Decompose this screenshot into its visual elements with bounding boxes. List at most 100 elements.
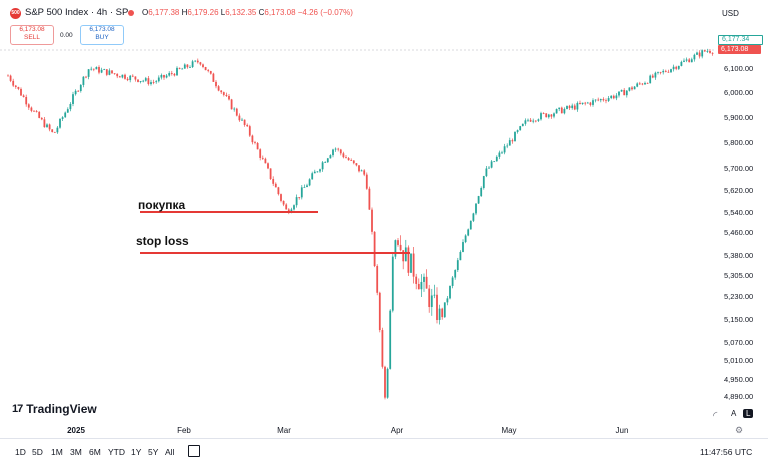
legend-bar: 500 S&P 500 Index · 4h · SP O6,177.38 H6…	[0, 0, 768, 24]
candle-body	[277, 187, 280, 195]
price-axis-label: 5,380.00	[724, 251, 753, 260]
candle-body	[703, 50, 706, 52]
time-axis-label: Jun	[616, 426, 629, 435]
candle-body	[14, 85, 17, 87]
candle-body	[420, 281, 423, 290]
calendar-icon[interactable]	[188, 445, 200, 457]
candle-body	[524, 120, 527, 124]
candle-body	[165, 75, 168, 78]
candle-body	[620, 89, 623, 92]
price-axis-label: 5,460.00	[724, 228, 753, 237]
candle-body	[43, 119, 46, 128]
candle-body	[124, 74, 126, 79]
candle-group	[7, 48, 714, 400]
price-axis-label: 5,305.00	[724, 271, 753, 280]
candle-body	[441, 308, 444, 318]
range-1m-button[interactable]: 1M	[51, 447, 63, 457]
candle-body	[321, 162, 324, 170]
candle-body	[399, 244, 402, 251]
range-all-button[interactable]: All	[165, 447, 175, 457]
clock-time[interactable]: 11:47:56 UTC	[700, 447, 753, 457]
candle-body	[108, 70, 111, 75]
range-5y-button[interactable]: 5Y	[148, 447, 159, 457]
settings-gear-icon[interactable]: ⚙	[735, 425, 744, 435]
range-6m-button[interactable]: 6M	[89, 447, 101, 457]
candle-body	[430, 295, 433, 307]
price-axis-label: 6,100.00	[724, 64, 753, 73]
candle-body	[319, 169, 321, 172]
scale-toggle-icon[interactable]: ◜	[713, 410, 718, 422]
candle-body	[181, 68, 184, 70]
range-5d-button[interactable]: 5D	[32, 447, 43, 457]
candle-body	[612, 95, 615, 99]
price-axis-label: 5,900.00	[724, 113, 753, 122]
buy-button[interactable]: 6,173.08 BUY	[80, 25, 124, 45]
candle-body	[589, 102, 592, 105]
candle-body	[355, 163, 358, 166]
price-axis-label: 5,150.00	[724, 315, 753, 324]
candle-body	[121, 74, 124, 78]
candle-body	[25, 97, 28, 105]
candle-body	[163, 74, 165, 78]
candle-body	[646, 82, 649, 84]
candle-body	[391, 256, 394, 311]
candle-body	[553, 113, 555, 117]
candle-body	[204, 66, 207, 71]
candle-body	[46, 124, 48, 128]
candle-body	[586, 102, 589, 104]
candle-body	[670, 69, 672, 73]
candle-body	[633, 86, 636, 90]
candle-body	[436, 294, 438, 320]
candle-body	[573, 105, 576, 110]
price-axis-label: 4,950.00	[724, 375, 753, 384]
auto-scale-button[interactable]: A	[731, 409, 737, 418]
candle-body	[189, 67, 191, 68]
range-3m-button[interactable]: 3M	[70, 447, 82, 457]
candle-body	[126, 78, 129, 81]
candle-body	[131, 75, 134, 77]
candle-body	[95, 67, 98, 70]
candle-body	[72, 94, 74, 104]
candle-body	[300, 187, 303, 198]
candle-body	[150, 82, 152, 85]
candle-body	[514, 131, 516, 142]
candle-body	[222, 92, 225, 95]
candle-body	[155, 81, 158, 83]
time-axis: 2025 Feb Mar Apr May Jun	[67, 426, 628, 435]
candle-body	[111, 70, 113, 74]
candle-body	[326, 158, 329, 163]
candle-body	[217, 86, 220, 91]
candle-body	[657, 71, 659, 73]
candle-body	[706, 50, 709, 52]
candle-body	[690, 59, 693, 63]
candle-body	[550, 114, 553, 117]
candle-body	[662, 70, 665, 73]
range-ytd-button[interactable]: YTD	[108, 447, 125, 457]
candle-body	[384, 366, 386, 398]
candle-body	[677, 65, 680, 69]
candle-body	[581, 102, 584, 104]
spread-value: 0.00	[60, 32, 73, 39]
candle-body	[511, 140, 514, 142]
candle-body	[269, 168, 272, 179]
candle-body	[254, 142, 256, 143]
currency-selector[interactable]: USD	[722, 9, 739, 18]
candle-body	[82, 76, 85, 85]
range-1y-button[interactable]: 1Y	[131, 447, 142, 457]
candle-body	[495, 156, 498, 162]
candle-body	[316, 171, 319, 173]
symbol-icon: 500	[10, 8, 21, 19]
candle-body	[79, 84, 82, 91]
candle-body	[324, 162, 327, 163]
candle-body	[285, 204, 288, 210]
candle-body	[605, 100, 607, 102]
candle-body	[508, 140, 511, 146]
sell-button[interactable]: 6,173.08 SELL	[10, 25, 54, 45]
candle-body	[360, 170, 363, 172]
log-scale-button[interactable]: L	[743, 409, 754, 418]
candle-body	[443, 302, 446, 318]
symbol-title[interactable]: S&P 500 Index · 4h · SP	[25, 7, 129, 18]
candle-body	[488, 167, 490, 169]
range-1d-button[interactable]: 1D	[15, 447, 26, 457]
